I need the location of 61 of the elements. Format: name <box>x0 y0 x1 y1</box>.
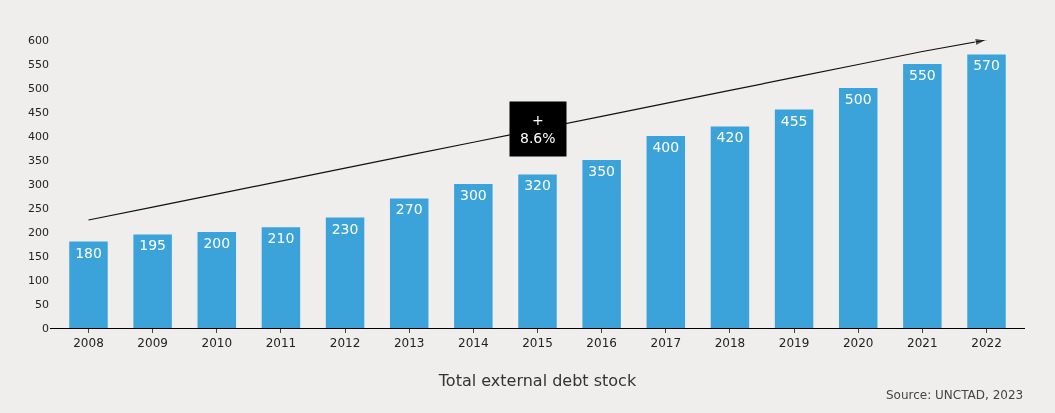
data-label: 570 <box>973 57 1000 74</box>
x-tick-label: 2011 <box>265 336 297 351</box>
y-tick-label: 550 <box>28 57 49 71</box>
bar <box>197 232 237 328</box>
source-note: Source: UNCTAD, 2023 <box>886 388 1024 402</box>
data-label: 420 <box>716 129 744 146</box>
data-label: 210 <box>267 230 295 247</box>
data-label: 180 <box>75 244 102 261</box>
bar <box>389 198 429 328</box>
data-label: 195 <box>139 237 166 254</box>
data-label: 500 <box>844 91 872 107</box>
y-tick-label: 100 <box>28 273 49 287</box>
x-tick-label: 2009 <box>137 336 168 351</box>
x-tick-label: 2013 <box>393 336 425 351</box>
x-tick-label: 2016 <box>586 336 617 351</box>
x-tick-label: 2017 <box>650 336 682 351</box>
y-tick-label: 0 <box>42 321 49 335</box>
data-label: 320 <box>524 177 551 194</box>
x-tick-label: 2010 <box>201 336 233 351</box>
data-label: 400 <box>652 139 680 155</box>
x-tick-label: 2015 <box>522 336 553 351</box>
y-tick-label: 50 <box>35 297 49 311</box>
x-tick-label: 2022 <box>971 336 1002 351</box>
bar <box>261 227 301 328</box>
data-label: 455 <box>780 112 808 129</box>
y-tick-label: 450 <box>28 105 49 119</box>
x-tick-label: 2019 <box>778 336 810 351</box>
y-tick-label: 150 <box>28 249 49 263</box>
bar <box>133 234 172 328</box>
data-label: 230 <box>331 220 359 237</box>
bar <box>710 126 750 328</box>
y-tick-label: 400 <box>28 129 49 143</box>
y-tick-label: 250 <box>28 201 49 215</box>
x-axis-title: Total external debt stock <box>437 371 637 391</box>
data-label: 550 <box>909 67 936 83</box>
bar <box>838 88 878 328</box>
x-tick-label: 2018 <box>714 336 746 351</box>
y-tick-label: 500 <box>28 81 49 95</box>
y-tick-label: 200 <box>28 225 49 239</box>
y-tick-label: 300 <box>28 177 49 191</box>
x-tick-label: 2020 <box>842 336 874 351</box>
x-tick-label: 2008 <box>73 336 104 351</box>
bar <box>774 109 814 328</box>
x-tick-label: 2021 <box>907 336 938 351</box>
bar <box>582 160 621 328</box>
y-tick-label: 350 <box>28 153 49 167</box>
bar <box>69 241 108 328</box>
bar <box>967 54 1006 328</box>
data-label: 300 <box>459 187 487 203</box>
bar <box>903 64 942 328</box>
data-label: 270 <box>395 201 423 218</box>
y-tick-label: 600 <box>28 33 49 47</box>
bar <box>325 217 365 328</box>
bar <box>518 174 557 328</box>
data-label: 200 <box>203 235 231 251</box>
x-tick-label: 2014 <box>458 336 489 351</box>
annotation: + 8.6% <box>520 112 556 147</box>
x-tick-label: 2012 <box>329 336 361 351</box>
bar <box>646 136 686 328</box>
bar <box>454 184 493 328</box>
data-label: 350 <box>588 163 616 179</box>
